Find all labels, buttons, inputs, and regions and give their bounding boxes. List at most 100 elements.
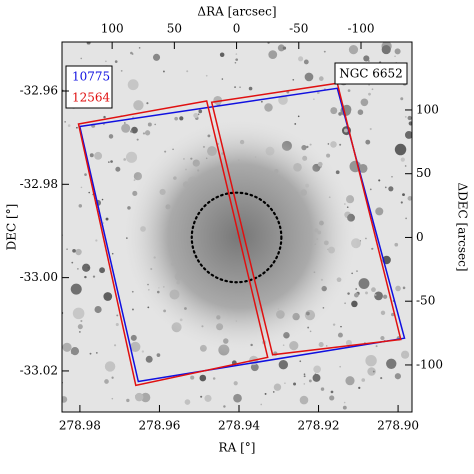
x-tick-label: 278.98 <box>59 419 101 433</box>
star <box>95 351 98 354</box>
star <box>70 347 80 356</box>
star <box>94 305 102 314</box>
star <box>405 217 408 220</box>
star <box>382 294 388 299</box>
star <box>103 115 106 119</box>
star <box>179 116 184 121</box>
star <box>299 395 309 405</box>
star <box>365 355 377 367</box>
star <box>88 191 91 194</box>
star <box>233 381 238 386</box>
star <box>347 292 350 295</box>
star <box>147 122 152 127</box>
x2-tick-label: -50 <box>289 22 308 36</box>
star <box>124 122 126 124</box>
star <box>354 292 359 298</box>
star <box>360 98 369 107</box>
star <box>221 78 224 80</box>
star <box>342 405 347 410</box>
y-tick-label: -32.96 <box>20 83 58 97</box>
star <box>365 139 371 145</box>
star <box>386 358 397 369</box>
star <box>277 44 285 52</box>
star <box>87 266 90 269</box>
star <box>116 314 119 317</box>
star <box>330 141 337 148</box>
star <box>299 360 302 363</box>
star <box>278 360 289 370</box>
x-tick-label: 278.92 <box>298 419 340 433</box>
star <box>84 275 87 279</box>
star <box>138 47 141 49</box>
star <box>404 165 407 167</box>
star <box>408 121 412 126</box>
star <box>123 158 126 161</box>
star <box>233 393 242 403</box>
star <box>111 376 114 379</box>
core-circle <box>190 191 283 284</box>
star <box>132 308 134 311</box>
star <box>372 370 375 373</box>
star <box>115 322 119 327</box>
star <box>66 248 68 250</box>
star <box>303 383 306 385</box>
star <box>375 345 378 348</box>
star <box>198 109 203 114</box>
x-axis-label: RA [°] <box>219 441 256 455</box>
star <box>320 387 325 391</box>
star <box>318 76 324 81</box>
star <box>114 60 118 63</box>
x-tick-label: 278.90 <box>377 419 419 433</box>
footprint <box>210 82 402 356</box>
star <box>308 379 312 383</box>
star <box>71 261 74 264</box>
star <box>272 391 275 393</box>
star <box>343 128 348 133</box>
star <box>264 103 273 112</box>
legend-entry: 10775 <box>72 70 110 84</box>
star <box>358 163 368 173</box>
star <box>394 48 401 55</box>
x-tick-label: 278.94 <box>218 419 260 433</box>
star <box>212 377 216 380</box>
star <box>80 57 83 60</box>
cluster-glow <box>120 116 360 356</box>
star <box>205 74 208 77</box>
star <box>145 355 153 363</box>
legend <box>65 65 113 109</box>
star <box>64 121 66 123</box>
star <box>219 52 225 58</box>
star <box>369 127 372 131</box>
star <box>313 98 315 101</box>
y2-tick-label: 0 <box>416 230 424 244</box>
star <box>374 291 383 301</box>
star <box>121 123 131 133</box>
legend-entry: 12564 <box>72 91 111 105</box>
star <box>190 375 195 380</box>
star <box>358 386 361 389</box>
star <box>345 376 355 386</box>
star <box>76 126 78 129</box>
star <box>282 46 287 50</box>
star <box>365 291 368 295</box>
star <box>235 53 238 55</box>
star <box>234 86 236 88</box>
star <box>127 79 139 91</box>
footprint <box>78 87 406 383</box>
star <box>264 392 267 395</box>
star <box>260 403 263 406</box>
star <box>142 132 146 135</box>
star <box>330 390 334 394</box>
object-label: NGC 6652 <box>339 67 403 81</box>
star <box>400 201 403 204</box>
star <box>403 353 406 356</box>
star <box>368 92 371 96</box>
star <box>104 361 116 372</box>
x2-tick-label: 100 <box>101 22 124 36</box>
star <box>371 248 373 250</box>
star <box>329 395 335 401</box>
star <box>273 383 282 391</box>
star <box>248 86 253 91</box>
star <box>80 186 83 189</box>
y-tick-label: -33.02 <box>20 363 58 377</box>
